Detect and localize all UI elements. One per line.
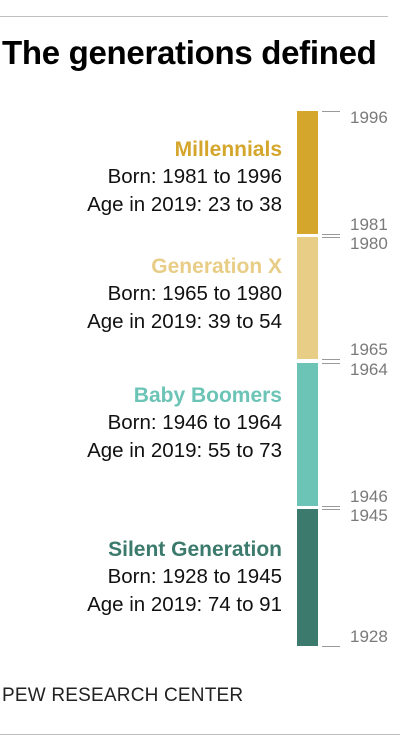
chart-title: The generations defined: [2, 34, 377, 71]
timeline-bar-baby-boomers: [297, 363, 318, 506]
tick-label: 1946: [350, 487, 388, 506]
generation-born: Born: 1965 to 1980: [107, 282, 282, 305]
tick-label: 1945: [350, 506, 388, 525]
generation-name: Generation X: [151, 255, 282, 278]
timeline-bar-millennials: [297, 111, 318, 234]
tick-label: 1980: [350, 234, 388, 253]
timeline-bar-silent-generation: [297, 509, 318, 646]
generation-name: Silent Generation: [108, 538, 282, 561]
tick-label: 1964: [350, 360, 388, 379]
top-rule: [0, 16, 388, 17]
tick-label: 1981: [350, 215, 388, 234]
generation-born: Born: 1981 to 1996: [107, 165, 282, 188]
tick-label: 1928: [350, 627, 388, 646]
tick-label: 1996: [350, 108, 388, 127]
timeline-bar-generation-x: [297, 237, 318, 359]
generation-name: Millennials: [174, 138, 282, 161]
generation-silent: Silent Generation Born: 1928 to 1945 Age…: [87, 537, 282, 619]
generation-age: Age in 2019: 74 to 91: [87, 593, 282, 616]
generation-born: Born: 1946 to 1964: [107, 411, 282, 434]
generation-name: Baby Boomers: [133, 384, 282, 407]
generation-born: Born: 1928 to 1945: [107, 565, 282, 588]
tick-label: 1965: [350, 340, 388, 359]
bottom-rule: [0, 734, 400, 735]
generation-age: Age in 2019: 23 to 38: [87, 193, 282, 216]
generation-gen-x: Generation X Born: 1965 to 1980 Age in 2…: [87, 254, 282, 336]
source-credit: PEW RESEARCH CENTER: [2, 685, 244, 706]
generation-baby-boomers: Baby Boomers Born: 1946 to 1964 Age in 2…: [87, 383, 282, 465]
generation-age: Age in 2019: 39 to 54: [87, 310, 282, 333]
generation-millennials: Millennials Born: 1981 to 1996 Age in 20…: [87, 137, 282, 219]
generation-age: Age in 2019: 55 to 73: [87, 439, 282, 462]
